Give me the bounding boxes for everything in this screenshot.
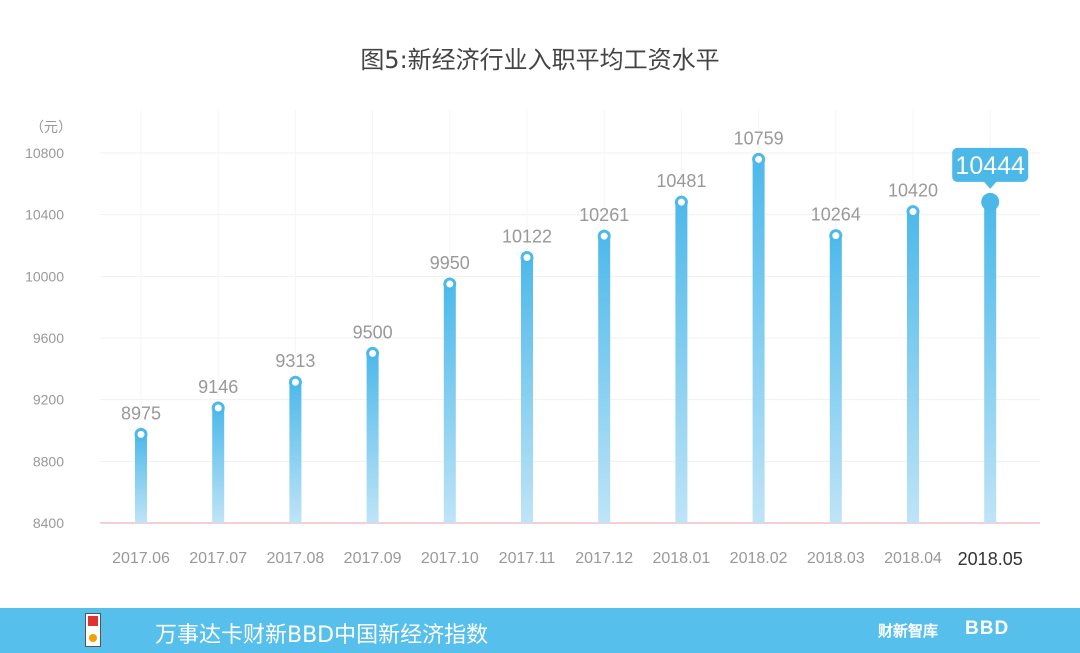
data-point	[211, 401, 225, 415]
bar	[289, 382, 302, 523]
y-axis-unit: （元）	[30, 120, 72, 136]
data-point	[752, 152, 766, 166]
bar	[521, 257, 533, 523]
data-label: 9500	[353, 322, 393, 342]
data-label: 9313	[275, 351, 315, 371]
bar	[752, 159, 765, 523]
x-tick-label: 2017.11	[499, 550, 556, 567]
x-tick-label: 2017.10	[421, 550, 479, 567]
bar	[212, 407, 225, 523]
footer-banner: 万事达卡财新BBD中国新经济指数 财新智库 BBD	[0, 608, 1080, 653]
bar	[366, 353, 379, 523]
data-point	[134, 427, 148, 441]
callout-pointer	[983, 180, 998, 189]
data-label: 10420	[888, 181, 938, 201]
y-tick-label: 9200	[33, 392, 64, 408]
x-tick-label: 2017.09	[344, 550, 402, 567]
caixin-insight-logo: 财新智库	[878, 622, 939, 640]
data-label: 8975	[121, 403, 161, 423]
data-label: 9950	[430, 253, 470, 273]
x-tick-label: 2018.05	[958, 549, 1023, 569]
data-label: 10122	[502, 227, 552, 247]
bar	[443, 284, 456, 523]
y-tick-label: 8400	[33, 515, 64, 531]
data-point	[906, 205, 920, 219]
highlight-point	[981, 192, 1000, 211]
bar	[598, 236, 611, 524]
x-tick-label: 2017.06	[112, 550, 170, 567]
x-tick-label: 2018.04	[884, 550, 942, 567]
bbd-logo: BBD	[965, 618, 1010, 639]
y-tick-label: 10800	[25, 145, 64, 161]
x-tick-label: 2018.03	[807, 550, 865, 567]
y-tick-label: 10400	[25, 207, 64, 223]
bar	[984, 207, 997, 523]
bar	[829, 235, 842, 523]
x-tick-label: 2018.01	[652, 550, 710, 567]
y-tick-label: 8800	[33, 453, 64, 469]
bar-chart: 图5:新经济行业入职平均工资水平 （元） 8400 8800 9200 9600 100…	[25, 46, 1040, 569]
bar	[135, 434, 147, 523]
chart-title: 图5:新经济行业入职平均工资水平	[360, 46, 719, 74]
x-tick-label: 2017.12	[575, 550, 633, 567]
value-callout	[952, 147, 1029, 182]
data-point	[829, 229, 843, 243]
x-tick-label: 2017.08	[266, 550, 324, 567]
data-point	[288, 375, 302, 389]
data-point	[597, 229, 611, 243]
y-tick-label: 10000	[25, 268, 64, 284]
x-tick-label: 2017.07	[189, 550, 247, 567]
bar	[675, 202, 688, 523]
data-label: 10261	[579, 205, 629, 225]
data-label: 9146	[198, 377, 238, 397]
x-tick-label: 2018.02	[730, 550, 788, 567]
bar	[907, 211, 919, 524]
data-label: 10481	[656, 171, 706, 191]
data-point	[520, 251, 534, 265]
data-label: 10759	[734, 128, 784, 148]
y-tick-label: 9600	[33, 330, 64, 346]
data-point	[366, 346, 380, 360]
nei-logo	[85, 613, 101, 647]
footer-title: 万事达卡财新BBD中国新经济指数	[155, 623, 489, 648]
data-point	[674, 195, 688, 209]
data-label: 10264	[811, 205, 861, 225]
data-point	[443, 277, 457, 291]
data-label: 10444	[955, 152, 1025, 180]
